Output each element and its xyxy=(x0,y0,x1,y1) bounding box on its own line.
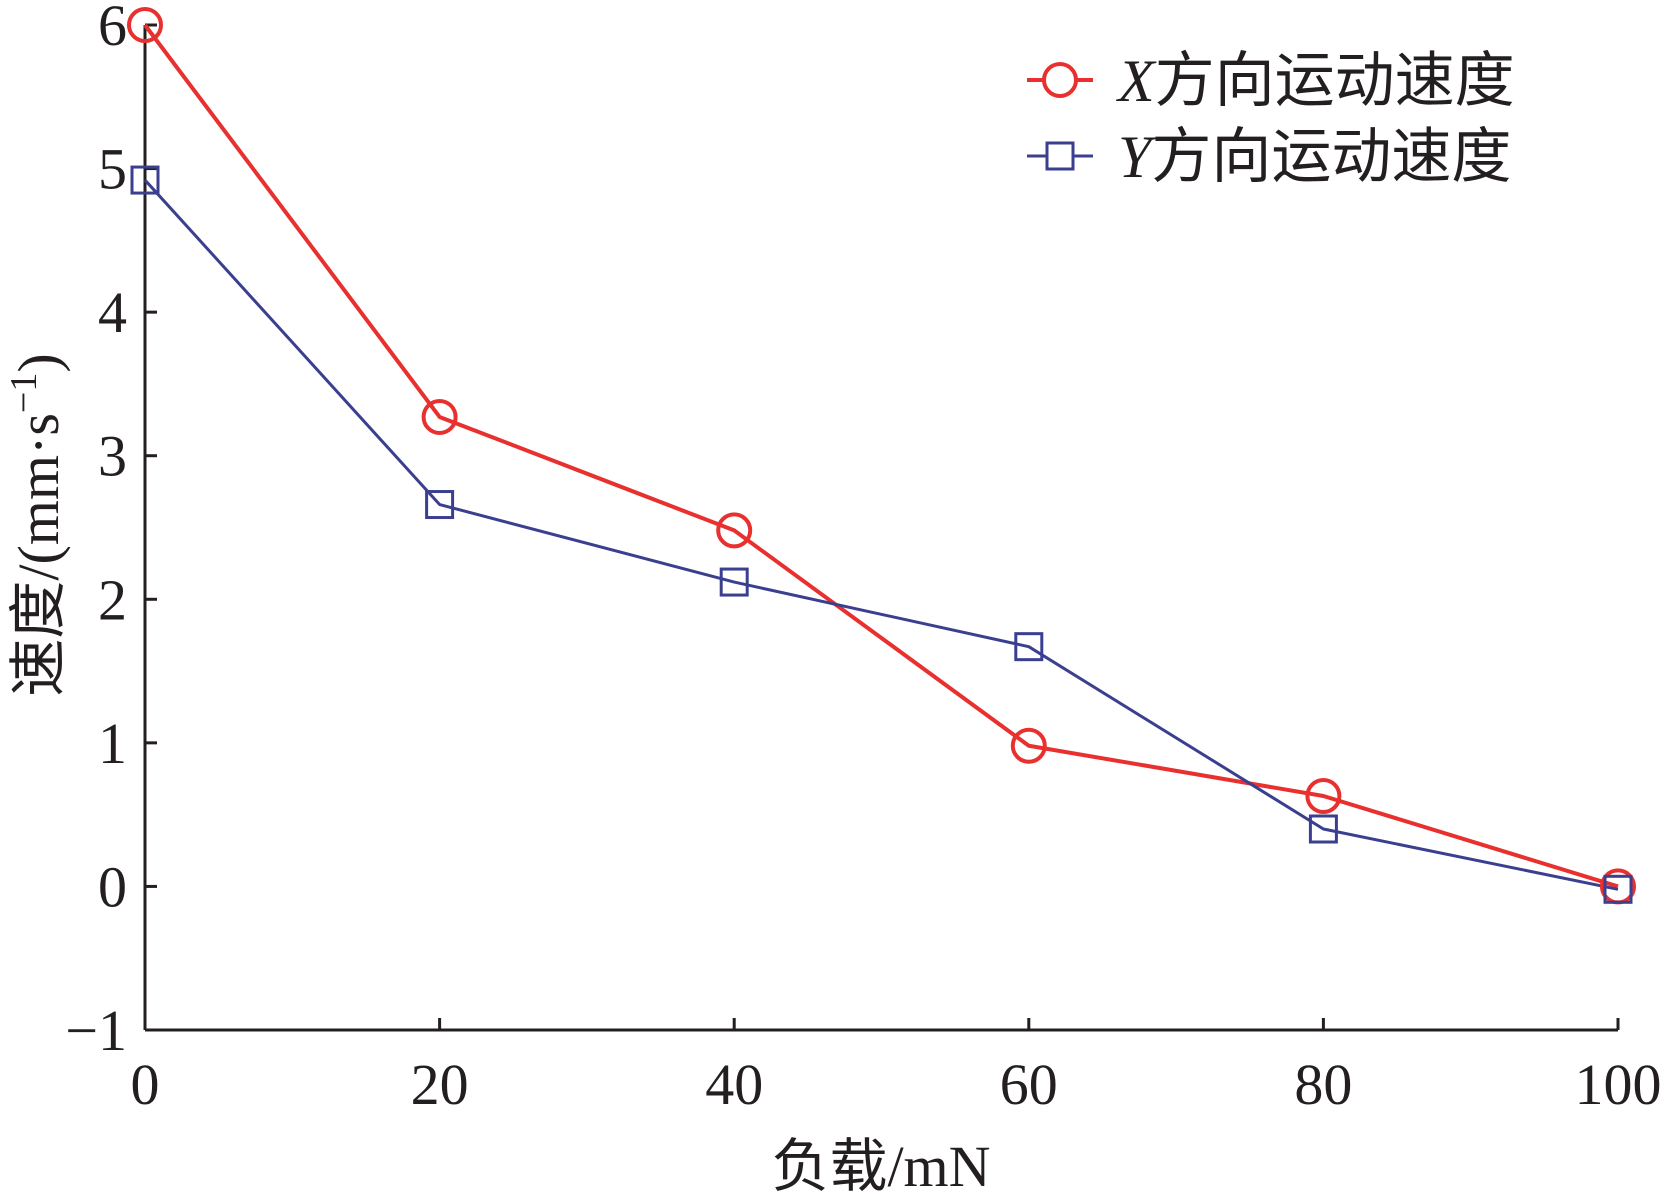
data-point-y xyxy=(1603,874,1633,904)
y-tick-label: 5 xyxy=(98,137,127,202)
y-tick-label: 6 xyxy=(98,0,127,58)
x-ticks: 0 20 40 60 80 100 xyxy=(131,1018,1662,1117)
legend-var-y: Y xyxy=(1118,124,1157,190)
legend: X方向运动速度 Y方向运动速度 xyxy=(1027,48,1515,190)
series-layer xyxy=(127,7,1636,905)
y-axis-title-main: 速度/(mm·s xyxy=(6,413,71,697)
legend-var-x: X xyxy=(1116,48,1157,114)
x-tick-label: 100 xyxy=(1575,1052,1662,1117)
data-point-y xyxy=(719,567,749,597)
y-axis-title-sup: −1 xyxy=(3,373,45,413)
y-tick-label: 4 xyxy=(98,280,127,345)
data-point-y xyxy=(1308,814,1338,844)
y-axis-title: 速度/(mm·s−1) xyxy=(3,353,71,696)
y-tick-label: 0 xyxy=(98,854,127,919)
data-point-y xyxy=(1014,632,1044,662)
legend-text-y: 方向运动速度 xyxy=(1151,124,1511,190)
legend-label-y: Y方向运动速度 xyxy=(1118,124,1511,190)
data-point-y xyxy=(130,165,160,195)
legend-item-x: X方向运动速度 xyxy=(1027,48,1515,114)
x-tick-label: 80 xyxy=(1294,1052,1352,1117)
legend-marker-y xyxy=(1045,141,1075,171)
x-tick-label: 60 xyxy=(1000,1052,1058,1117)
data-point-x xyxy=(127,7,163,43)
legend-marker-x xyxy=(1042,62,1078,98)
legend-text-x: 方向运动速度 xyxy=(1155,48,1515,114)
y-tick-label: −1 xyxy=(65,998,127,1063)
x-axis-title: 负载/mN xyxy=(771,1134,990,1191)
x-tick-label: 0 xyxy=(131,1052,160,1117)
data-point-x xyxy=(716,512,753,549)
y-tick-label: 1 xyxy=(98,711,127,776)
data-point-y xyxy=(425,490,455,520)
y-tick-label: 3 xyxy=(98,424,127,489)
series-line-x xyxy=(143,23,1619,889)
series-line-y xyxy=(143,179,1619,891)
data-point-x xyxy=(1305,777,1342,814)
legend-label-x: X方向运动速度 xyxy=(1116,48,1515,114)
x-tick-label: 20 xyxy=(411,1052,469,1117)
y-axis-title-close: ) xyxy=(6,353,71,372)
data-point-x xyxy=(1010,727,1047,764)
y-tick-label: 2 xyxy=(98,567,127,632)
data-point-x xyxy=(421,398,458,435)
legend-item-y: Y方向运动速度 xyxy=(1027,124,1511,190)
y-ticks: −1 0 1 2 3 4 5 6 xyxy=(65,0,157,1063)
x-tick-label: 40 xyxy=(705,1052,763,1117)
